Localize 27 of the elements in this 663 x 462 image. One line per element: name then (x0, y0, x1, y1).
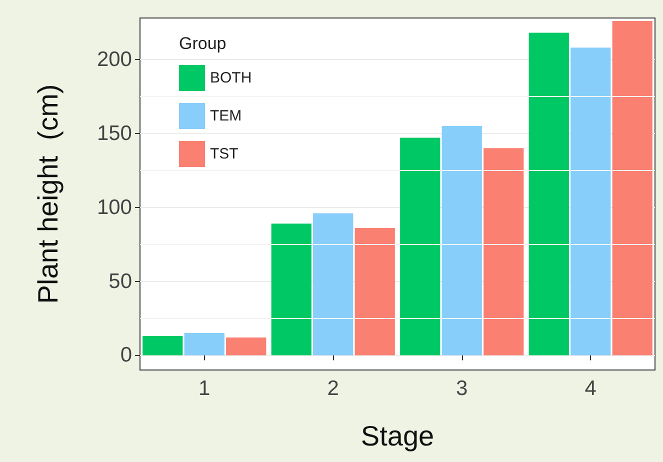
bar (528, 32, 569, 356)
x-tick-label: 1 (198, 377, 210, 400)
bar (570, 48, 611, 356)
bar (184, 333, 224, 356)
legend-title: Group (179, 34, 226, 53)
bar (400, 138, 440, 356)
x-axis-title: Stage (360, 420, 434, 452)
bar (354, 228, 395, 356)
legend-label: TST (210, 146, 238, 162)
y-tick-label: 200 (96, 48, 132, 71)
bar (612, 20, 652, 356)
x-tick-label: 3 (456, 377, 468, 400)
y-tick-label: 50 (108, 270, 132, 293)
bar (484, 148, 524, 356)
legend-label: TEM (210, 108, 242, 124)
y-tick-label: 0 (120, 344, 132, 367)
y-axis-title: Plant height (cm) (32, 84, 64, 304)
legend-label: BOTH (210, 70, 252, 86)
x-tick-label: 2 (327, 377, 339, 400)
bar (313, 213, 354, 356)
y-tick-label: 100 (96, 196, 132, 219)
x-tick-label: 4 (584, 377, 597, 400)
bar (226, 337, 266, 356)
bar (271, 224, 312, 356)
bar (442, 126, 482, 356)
bar (142, 336, 183, 356)
y-tick-label: 150 (96, 122, 132, 145)
